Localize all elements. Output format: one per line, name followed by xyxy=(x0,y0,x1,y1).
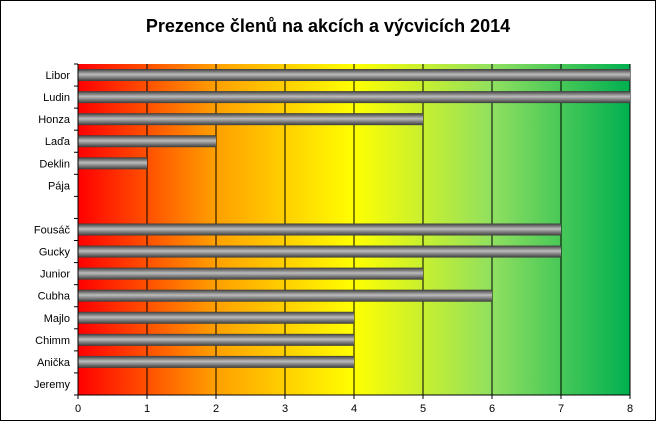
category-label: Pája xyxy=(48,180,71,192)
bar xyxy=(78,311,354,324)
category-label: Gucky xyxy=(39,247,71,259)
bar xyxy=(78,267,423,280)
x-tick-label: 8 xyxy=(627,403,633,415)
x-tick-label: 5 xyxy=(420,403,426,415)
bar xyxy=(78,135,216,148)
category-label: Deklin xyxy=(39,158,70,170)
bar xyxy=(78,223,561,236)
bar xyxy=(78,69,630,82)
category-labels: Libor Ludin Honza Laďa Deklin Pája Fousáč Gucky… xyxy=(34,70,71,391)
bar xyxy=(78,157,147,170)
axes xyxy=(74,63,631,399)
bar xyxy=(78,245,561,258)
category-label: Junior xyxy=(40,269,70,281)
category-label: Libor xyxy=(46,70,71,82)
bar xyxy=(78,113,423,126)
category-label: Honza xyxy=(38,114,71,126)
category-label: Laďa xyxy=(45,136,71,148)
x-tick-label: 0 xyxy=(75,403,81,415)
chart-title: Prezence členů na akcích a výcvicích 201… xyxy=(146,16,510,36)
category-label: Jeremy xyxy=(34,379,71,391)
x-tick-label: 2 xyxy=(213,403,219,415)
bars xyxy=(78,69,630,368)
category-label: Ludin xyxy=(43,92,70,104)
category-label: Fousáč xyxy=(34,225,71,237)
bar xyxy=(78,333,354,346)
x-tick-labels: 0 1 2 3 4 5 6 7 8 xyxy=(75,403,633,415)
x-tick-label: 6 xyxy=(489,403,495,415)
x-tick-label: 4 xyxy=(351,403,357,415)
x-tick-label: 7 xyxy=(558,403,564,415)
bar xyxy=(78,91,630,104)
category-label: Majlo xyxy=(44,313,70,325)
bar xyxy=(78,355,354,368)
category-label: Anička xyxy=(37,357,71,369)
x-tick-label: 3 xyxy=(282,403,288,415)
x-tick-label: 1 xyxy=(144,403,150,415)
bar xyxy=(78,289,492,302)
category-label: Chimm xyxy=(35,335,70,347)
category-label: Cubha xyxy=(38,291,71,303)
